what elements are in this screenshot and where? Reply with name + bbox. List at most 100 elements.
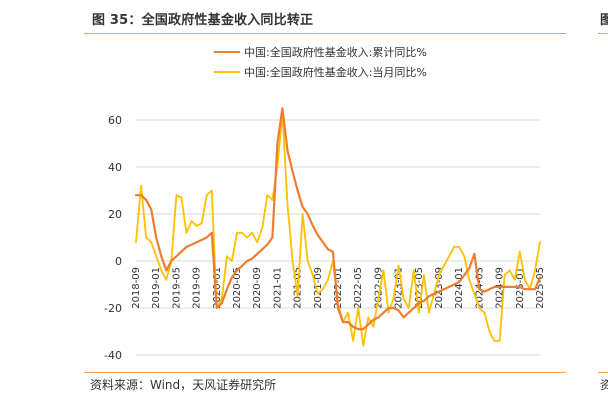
data-point-cumulative-yoy-2019-03	[165, 269, 168, 272]
data-point-cumulative-yoy-2019-05	[175, 255, 178, 258]
data-point-monthly-yoy-2023-04	[412, 269, 415, 272]
data-point-cumulative-yoy-2023-04	[412, 307, 415, 309]
data-point-monthly-yoy-2022-08	[372, 325, 375, 328]
x-tick-label-2019-01: 2019-01	[151, 267, 162, 309]
data-point-cumulative-yoy-2019-06	[180, 250, 183, 253]
data-point-cumulative-yoy-2022-09	[377, 316, 380, 319]
data-point-cumulative-yoy-2020-10	[261, 248, 264, 251]
data-point-monthly-yoy-2023-07	[428, 311, 430, 314]
x-tick-label-2025-05: 2025-05	[535, 267, 546, 309]
data-point-cumulative-yoy-2022-12	[392, 307, 395, 309]
source-divider	[84, 372, 566, 373]
data-point-cumulative-yoy-2021-02	[281, 107, 284, 110]
data-point-monthly-yoy-2022-03	[347, 311, 349, 314]
data-point-cumulative-yoy-2020-08	[251, 257, 254, 260]
x-tick-label-2022-01: 2022-01	[333, 267, 344, 309]
data-point-cumulative-yoy-2023-09	[438, 290, 440, 293]
y-tick-label--20: -20	[104, 302, 122, 315]
data-point-cumulative-yoy-2025-02	[524, 288, 526, 291]
data-point-cumulative-yoy-2023-07	[428, 295, 430, 298]
data-point-monthly-yoy-2021-06	[301, 213, 304, 215]
x-tick-label-2019-09: 2019-09	[192, 267, 203, 309]
data-point-monthly-yoy-2024-02	[463, 255, 466, 258]
y-tick-label-40: 40	[108, 161, 122, 174]
data-point-cumulative-yoy-2021-01	[276, 142, 279, 145]
data-point-monthly-yoy-2018-11	[145, 236, 148, 239]
y-tick-label-20: 20	[108, 208, 122, 221]
data-point-monthly-yoy-2022-04	[352, 340, 354, 342]
x-tick-label-2019-05: 2019-05	[171, 267, 182, 309]
x-tick-label-2023-05: 2023-05	[414, 267, 425, 309]
series-layer	[134, 107, 542, 347]
data-point-monthly-yoy-2023-01	[397, 264, 400, 267]
data-point-cumulative-yoy-2024-10	[503, 286, 506, 288]
data-point-monthly-yoy-2025-02	[524, 278, 526, 281]
data-point-cumulative-yoy-2020-11	[266, 243, 269, 246]
data-point-monthly-yoy-2020-03	[226, 255, 228, 258]
data-point-cumulative-yoy-2024-04	[473, 253, 476, 255]
data-point-cumulative-yoy-2024-03	[468, 267, 471, 269]
data-point-cumulative-yoy-2020-03	[226, 288, 228, 291]
data-point-monthly-yoy-2019-05	[175, 194, 178, 197]
data-point-cumulative-yoy-2024-02	[463, 274, 466, 276]
data-point-cumulative-yoy-2024-05	[478, 288, 481, 291]
data-point-monthly-yoy-2019-12	[210, 189, 213, 192]
data-point-monthly-yoy-2020-06	[241, 231, 244, 234]
x-tick-label-2023-09: 2023-09	[434, 267, 445, 309]
data-point-monthly-yoy-2020-10	[261, 227, 264, 230]
data-point-cumulative-yoy-2021-10	[322, 241, 324, 244]
data-point-cumulative-yoy-2024-01	[458, 281, 461, 283]
data-point-monthly-yoy-2021-10	[322, 288, 324, 291]
data-point-cumulative-yoy-2022-02	[342, 321, 344, 323]
data-point-cumulative-yoy-2022-05	[357, 328, 360, 330]
data-point-monthly-yoy-2023-12	[453, 246, 455, 248]
data-point-cumulative-yoy-2022-01	[337, 307, 339, 309]
y-axis: -40 -20 0 20 40 60	[104, 114, 122, 362]
data-point-cumulative-yoy-2023-02	[402, 316, 405, 319]
data-point-cumulative-yoy-2021-12	[332, 250, 334, 253]
data-point-cumulative-yoy-2023-08	[433, 293, 435, 295]
data-point-cumulative-yoy-2019-07	[185, 246, 188, 248]
data-point-monthly-yoy-2019-11	[205, 194, 208, 197]
y-tick-label-0: 0	[115, 255, 122, 268]
data-point-monthly-yoy-2019-01	[155, 255, 158, 258]
data-point-cumulative-yoy-2020-07	[246, 260, 249, 262]
x-tick-label-2021-09: 2021-09	[313, 267, 324, 309]
data-point-cumulative-yoy-2021-05	[296, 189, 299, 192]
data-point-cumulative-yoy-2024-06	[483, 290, 486, 293]
data-point-monthly-yoy-2019-06	[180, 196, 183, 199]
data-point-monthly-yoy-2018-09	[135, 241, 137, 244]
data-point-cumulative-yoy-2024-12	[513, 286, 516, 288]
data-point-monthly-yoy-2021-11	[327, 278, 329, 281]
data-point-monthly-yoy-2024-01	[458, 246, 461, 248]
data-point-monthly-yoy-2022-12	[392, 297, 395, 300]
data-point-cumulative-yoy-2018-10	[140, 194, 143, 197]
data-point-cumulative-yoy-2023-05	[417, 302, 420, 305]
x-tick-label-2023-01: 2023-01	[394, 267, 405, 309]
data-point-cumulative-yoy-2018-12	[150, 208, 153, 211]
x-tick-label-2020-09: 2020-09	[252, 267, 263, 309]
data-point-monthly-yoy-2022-05	[357, 307, 360, 309]
data-point-cumulative-yoy-2018-11	[145, 199, 148, 201]
data-point-cumulative-yoy-2019-01	[155, 236, 158, 239]
data-point-monthly-yoy-2019-02	[160, 269, 163, 272]
data-point-cumulative-yoy-2025-04	[534, 288, 536, 291]
data-point-monthly-yoy-2023-05	[417, 311, 420, 314]
data-point-cumulative-yoy-2021-06	[301, 206, 304, 208]
x-tick-label-2024-01: 2024-01	[454, 267, 465, 309]
data-point-monthly-yoy-2019-03	[165, 278, 168, 281]
data-point-cumulative-yoy-2021-03	[286, 149, 289, 152]
next-figure-source-divider	[598, 372, 608, 373]
data-point-monthly-yoy-2019-08	[190, 220, 193, 223]
data-point-monthly-yoy-2022-06	[362, 344, 365, 347]
data-point-monthly-yoy-2025-04	[534, 269, 536, 272]
data-point-monthly-yoy-2022-11	[387, 311, 390, 314]
data-point-cumulative-yoy-2021-09	[316, 234, 319, 237]
data-point-cumulative-yoy-2022-03	[347, 321, 349, 323]
data-point-cumulative-yoy-2020-12	[271, 236, 274, 239]
data-point-cumulative-yoy-2019-12	[210, 231, 213, 234]
y-tick-label--40: -40	[104, 349, 122, 362]
data-point-cumulative-yoy-2020-05	[236, 269, 238, 272]
data-point-cumulative-yoy-2022-06	[362, 328, 365, 330]
